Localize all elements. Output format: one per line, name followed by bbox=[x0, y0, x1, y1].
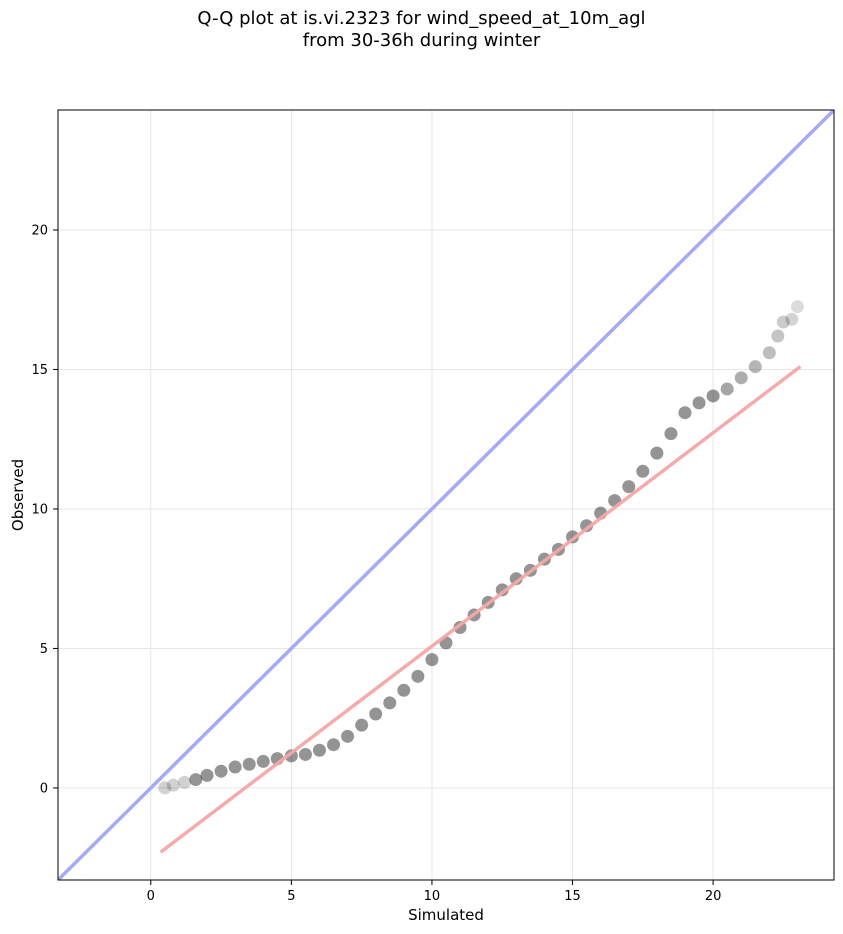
x-axis-label: Simulated bbox=[408, 906, 484, 924]
grid bbox=[58, 110, 834, 880]
quantile-point bbox=[178, 775, 192, 789]
quantile-point bbox=[158, 781, 172, 795]
y-tick-label: 5 bbox=[40, 642, 48, 657]
quantile-point bbox=[762, 346, 776, 360]
quantile-point bbox=[509, 572, 523, 586]
y-tick-label: 10 bbox=[31, 502, 48, 517]
quantile-point bbox=[369, 707, 383, 721]
quantile-point bbox=[312, 743, 326, 757]
x-tick-label: 0 bbox=[147, 889, 155, 904]
quantile-point bbox=[411, 669, 425, 683]
y-axis-label: Observed bbox=[9, 459, 27, 531]
quantile-point bbox=[228, 760, 242, 774]
quantile-point bbox=[166, 778, 180, 792]
quantile-point bbox=[327, 738, 341, 752]
fit-line bbox=[159, 365, 802, 854]
quantile-point bbox=[200, 768, 214, 782]
chart-title: Q-Q plot at is.vi.2323 for wind_speed_at… bbox=[0, 8, 843, 52]
quantile-point bbox=[495, 583, 509, 597]
y-tick-label: 0 bbox=[40, 781, 48, 796]
quantile-point bbox=[776, 315, 790, 329]
plot-area bbox=[58, 110, 834, 880]
x-tick-label: 5 bbox=[287, 889, 295, 904]
quantile-point bbox=[636, 464, 650, 478]
identity-line bbox=[58, 110, 834, 880]
quantile-point bbox=[189, 773, 203, 787]
y-tick-label: 15 bbox=[31, 363, 48, 378]
quantile-point bbox=[664, 427, 678, 441]
quantile-point bbox=[748, 360, 762, 374]
x-tick-label: 10 bbox=[424, 889, 441, 904]
quantile-point bbox=[298, 747, 312, 761]
quantile-point bbox=[580, 519, 594, 533]
quantile-point bbox=[720, 382, 734, 396]
quantile-point bbox=[214, 764, 228, 778]
quantile-point bbox=[397, 683, 411, 697]
quantile-point bbox=[242, 757, 256, 771]
axes-frame bbox=[57, 109, 835, 881]
quantile-point bbox=[341, 729, 355, 743]
quantile-point bbox=[355, 718, 369, 732]
quantile-point bbox=[692, 396, 706, 410]
quantile-point bbox=[622, 480, 636, 494]
quantile-point bbox=[785, 312, 799, 326]
chart-title-line-2: from 30-36h during winter bbox=[302, 30, 541, 51]
y-tick-label: 20 bbox=[31, 223, 48, 238]
quantile-point bbox=[706, 389, 720, 403]
ticks: 0 5 10 15 20 0 5 10 15 20 bbox=[31, 223, 721, 904]
quantile-point bbox=[771, 329, 785, 343]
chart-title-line-1: Q-Q plot at is.vi.2323 for wind_speed_at… bbox=[197, 8, 646, 29]
quantile-point bbox=[734, 371, 748, 385]
quantile-point bbox=[790, 300, 804, 314]
x-tick-label: 15 bbox=[564, 889, 581, 904]
quantile-point bbox=[650, 446, 664, 460]
quantile-point bbox=[383, 696, 397, 710]
quantile-point bbox=[678, 406, 692, 420]
quantile-point bbox=[256, 754, 270, 768]
quantile-point bbox=[425, 653, 439, 667]
x-tick-label: 20 bbox=[705, 889, 722, 904]
